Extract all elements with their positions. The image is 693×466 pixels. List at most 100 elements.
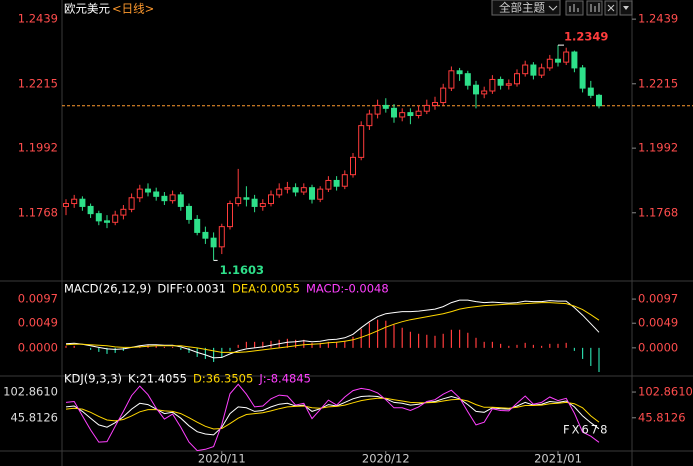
candle-body	[259, 203, 266, 207]
candle-body	[87, 205, 94, 215]
candle-body	[276, 188, 283, 196]
legend-entry: DIFF:0.0031	[157, 282, 226, 296]
candle-body	[202, 231, 209, 239]
extreme-label: 1.2349	[564, 30, 608, 44]
legend-entry: D:36.3505	[193, 372, 253, 386]
candle-body	[186, 205, 192, 220]
candle-body	[587, 87, 594, 96]
candle-body	[235, 197, 242, 205]
candle-body	[128, 197, 135, 210]
candle-body	[153, 191, 160, 197]
candle-body	[391, 107, 397, 118]
candle-body	[448, 70, 455, 89]
y-tick-label: 1.1768	[638, 205, 678, 219]
legend-entry: DEA:0.0055	[232, 282, 300, 296]
candle-body	[300, 187, 307, 193]
candle-body	[112, 214, 119, 223]
candle-body	[177, 194, 184, 207]
candle-body	[596, 94, 602, 107]
icon-glyph	[569, 4, 579, 12]
toolbar-icon[interactable]	[586, 0, 603, 16]
candle-body	[161, 195, 168, 202]
candle-body	[341, 174, 348, 187]
candle-body	[268, 194, 274, 205]
candle-body	[243, 197, 250, 200]
legend-entry: K:21.4055	[128, 372, 187, 386]
indicator-line	[65, 383, 600, 452]
candle-body	[563, 51, 570, 63]
candle-body	[251, 198, 258, 207]
candle-body	[366, 113, 373, 127]
icon-glyph	[623, 6, 629, 10]
candle-body	[407, 112, 414, 117]
candle-body	[579, 67, 586, 89]
toolbar-icon[interactable]	[619, 0, 633, 16]
toolbar-icon[interactable]	[565, 0, 584, 16]
candle-body	[423, 104, 430, 112]
y-tick-label: 45.8126	[638, 410, 686, 424]
legend-entry: J:-8.4845	[258, 372, 311, 386]
candle-body	[456, 70, 463, 75]
candle-body	[309, 187, 315, 200]
candle-body	[145, 188, 151, 193]
y-tick-label: 1.2439	[638, 12, 678, 26]
candle-body	[415, 110, 422, 117]
theme-button[interactable]: 全部主题	[491, 0, 561, 16]
symbol-title: 欧元美元	[64, 2, 110, 16]
candle-body	[79, 198, 86, 207]
candle-body	[358, 125, 365, 158]
candle-body	[546, 58, 553, 69]
dropdown-icon	[548, 5, 558, 11]
extreme-label: 1.1603	[220, 263, 264, 277]
candle-body	[464, 73, 471, 86]
candle-body	[317, 188, 324, 200]
indicator-line	[65, 302, 600, 353]
candle-body	[571, 51, 578, 69]
candle-body	[63, 203, 69, 207]
candle-body	[350, 156, 356, 176]
indicator-line	[65, 397, 600, 430]
candle-body	[333, 179, 340, 187]
candle-body	[530, 64, 537, 76]
candle-body	[399, 112, 406, 118]
y-tick-label: 45.8126	[10, 410, 58, 424]
icon-glyph	[607, 4, 615, 12]
y-tick-label: 1.2215	[18, 76, 58, 90]
candle-body	[292, 187, 299, 193]
y-tick-label: 1.1768	[18, 205, 58, 219]
button-frame	[491, 0, 561, 16]
candle-body	[514, 73, 520, 85]
x-tick-label: 2020/12	[362, 452, 410, 466]
legend-entry: MACD:-0.0048	[306, 282, 389, 296]
candle-body	[104, 220, 110, 223]
candle-body	[555, 58, 561, 63]
y-tick-label: 0.0097	[638, 292, 678, 306]
candle-body	[95, 213, 102, 222]
period-label: <日线>	[112, 2, 154, 16]
y-tick-label: 1.2439	[18, 12, 58, 26]
candle-body	[136, 188, 143, 199]
candle-body	[522, 64, 529, 75]
candle-body	[194, 218, 201, 233]
y-tick-label: 0.0097	[18, 292, 58, 306]
candle-body	[169, 194, 176, 202]
candle-body	[505, 83, 512, 86]
y-tick-label: 0.0049	[18, 316, 58, 330]
candle-body	[497, 78, 504, 86]
toolbar-icon[interactable]	[604, 0, 618, 16]
watermark: FX678	[563, 423, 609, 437]
candle-body	[440, 87, 447, 104]
y-tick-label: 1.2215	[638, 76, 678, 90]
x-tick-label: 2021/01	[534, 452, 582, 466]
indicator-title: KDJ(9,3,3)	[64, 372, 122, 386]
candle-body	[374, 104, 381, 115]
indicator-title: MACD(26,12,9)	[64, 282, 151, 296]
indicator-line	[65, 299, 600, 359]
candle-body	[432, 102, 438, 106]
icon-glyph	[590, 3, 600, 12]
y-tick-label: 102.8610	[3, 385, 58, 399]
candle-body	[71, 198, 78, 205]
candle-body	[382, 104, 389, 109]
candle-body	[218, 226, 225, 248]
y-tick-label: 0.0000	[18, 340, 58, 354]
